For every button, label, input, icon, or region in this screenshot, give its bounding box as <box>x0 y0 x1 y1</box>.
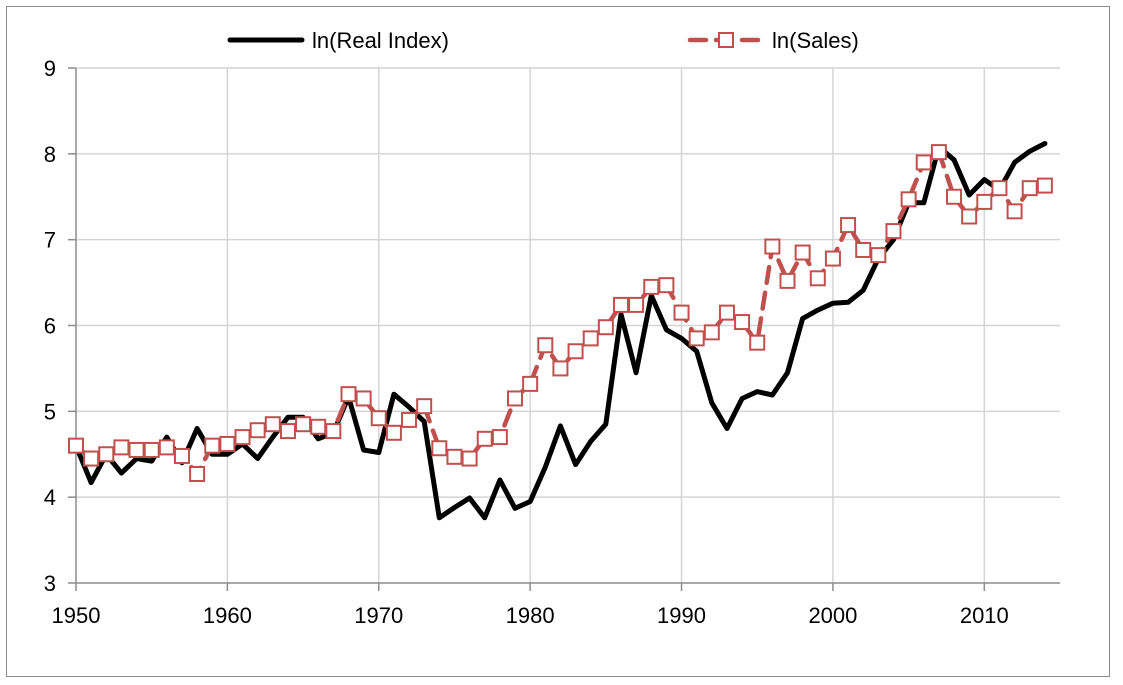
series-1-marker-2004 <box>885 223 902 240</box>
series-1-marker-1990 <box>673 304 690 321</box>
series-1-marker-1992 <box>703 324 720 341</box>
series-1-marker-1961 <box>234 429 251 446</box>
x-tick-label-1980: 1980 <box>506 603 555 628</box>
series-0-line <box>73 141 1048 521</box>
y-tick-label-5: 5 <box>44 399 56 424</box>
axes <box>68 67 1060 591</box>
y-tick-label-7: 7 <box>44 228 56 253</box>
series-1-marker-1976 <box>461 450 478 467</box>
x-tick-label-2000: 2000 <box>808 603 857 628</box>
series-1-marker-1963 <box>264 416 281 433</box>
series-1-marker-2014 <box>1036 177 1053 194</box>
chart-frame <box>6 6 1110 677</box>
series-1-marker-1971 <box>385 424 402 441</box>
series-1-marker-1987 <box>628 296 645 313</box>
x-tick-label-1960: 1960 <box>203 603 252 628</box>
y-tick-label-9: 9 <box>44 56 56 81</box>
series-1-marker-1964 <box>279 423 296 440</box>
series-1-marker-1996 <box>764 238 781 255</box>
y-tick-label-6: 6 <box>44 314 56 339</box>
series-1-marker-1969 <box>355 390 372 407</box>
series-1-marker-1981 <box>537 337 554 354</box>
x-tick-label-2010: 2010 <box>960 603 1009 628</box>
legend-label-0: ln(Real Index) <box>312 28 449 53</box>
tick-labels: 3 4 5 6 7 8 9 1950 1960 1970 1980 1990 2000 2010 <box>44 56 1009 628</box>
series-1-marker-2005 <box>900 191 917 208</box>
series-1-marker-1972 <box>401 411 418 428</box>
series-1-marker-1978 <box>491 429 508 446</box>
series-1-marker-2006 <box>915 154 932 171</box>
x-tick-label-1950: 1950 <box>52 603 101 628</box>
series-1-marker-1956 <box>158 439 175 456</box>
series-1-marker-1974 <box>431 440 448 457</box>
series-1-marker-2011 <box>991 180 1008 197</box>
legend-label-1: ln(Sales) <box>772 28 859 53</box>
series-1-marker-1967 <box>325 423 342 440</box>
series-1-marker-2012 <box>1006 203 1023 220</box>
series-1-marker-1993 <box>718 304 735 321</box>
series-1-marker-1982 <box>552 360 569 377</box>
series-1-marker-1953 <box>113 439 130 456</box>
x-tick-label-1990: 1990 <box>657 603 706 628</box>
series-1-marker-1998 <box>794 244 811 261</box>
series-1-marker-1966 <box>310 418 327 435</box>
series-1-marker-2008 <box>946 188 963 205</box>
series-1-marker-1960 <box>219 435 236 452</box>
series-1-marker-1975 <box>446 448 463 465</box>
gridlines <box>76 67 1060 583</box>
series-1-marker-1991 <box>688 330 705 347</box>
series-group <box>68 141 1053 521</box>
series-1-marker-1988 <box>643 278 660 295</box>
series-1-marker-2000 <box>824 250 841 267</box>
series-1-marker-1973 <box>416 398 433 415</box>
series-1-marker-2010 <box>976 193 993 210</box>
series-1-marker-1970 <box>370 410 387 427</box>
series-1-marker-1985 <box>597 319 614 336</box>
series-1-marker-2002 <box>855 241 872 258</box>
series-1-marker-2009 <box>961 208 978 225</box>
series-1-marker-1958 <box>189 465 206 482</box>
series-1-marker-1957 <box>173 447 190 464</box>
legend-marker-1 <box>718 32 734 48</box>
series-1-marker-1962 <box>249 422 266 439</box>
y-tick-label-8: 8 <box>44 142 56 167</box>
series-1-marker-1951 <box>83 450 100 467</box>
y-tick-label-3: 3 <box>44 571 56 596</box>
series-1-marker-1986 <box>612 296 629 313</box>
series-1-marker-1955 <box>143 441 160 458</box>
series-1-marker-1999 <box>809 270 826 287</box>
series-1-marker-1989 <box>658 277 675 294</box>
series-1-marker-1979 <box>507 390 524 407</box>
series-1-marker-1968 <box>340 386 357 403</box>
y-tick-label-4: 4 <box>44 485 56 510</box>
series-1-marker-1965 <box>295 416 312 433</box>
series-1-marker-1977 <box>476 430 493 447</box>
series-1-marker-1983 <box>567 343 584 360</box>
series-1-marker-2001 <box>840 217 857 234</box>
series-1-marker-1950 <box>68 437 84 454</box>
series-1-marker-1997 <box>779 272 796 289</box>
x-tick-label-1970: 1970 <box>354 603 403 628</box>
series-1-marker-1959 <box>204 437 221 454</box>
series-1-marker-1994 <box>734 314 751 331</box>
legend: ln(Real Index) ln(Sales) <box>227 28 859 53</box>
series-1-marker-2013 <box>1021 180 1038 197</box>
series-1-marker-1980 <box>522 375 539 392</box>
series-1-marker-1995 <box>749 334 766 351</box>
series-1-marker-2003 <box>870 247 887 264</box>
series-1-marker-1984 <box>582 330 599 347</box>
series-1-marker-2007 <box>930 144 947 161</box>
series-1-marker-1954 <box>128 441 145 458</box>
series-1-marker-1952 <box>98 446 115 463</box>
